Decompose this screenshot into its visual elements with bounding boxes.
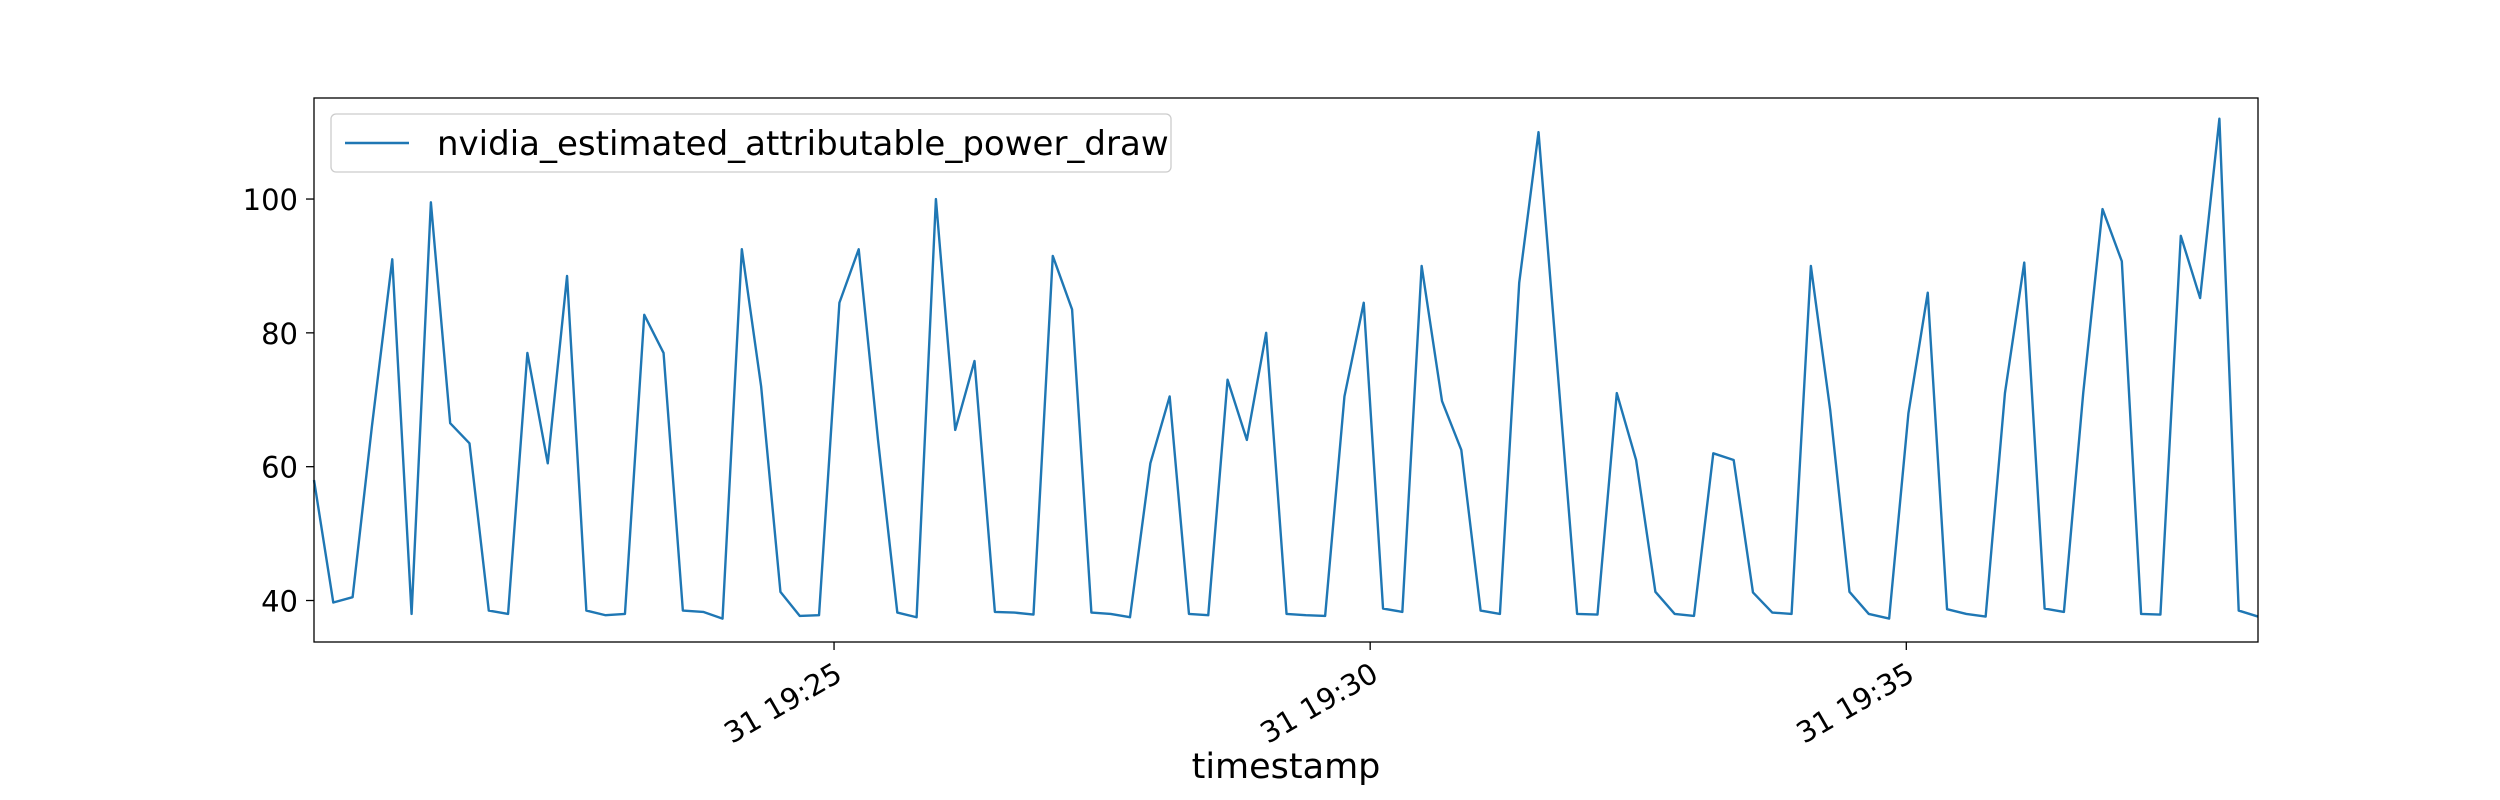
y-tick-label: 100 [243,183,298,217]
data-line [312,117,2259,620]
y-tick-label: 40 [261,585,298,619]
legend-label: nvidia_estimated_attributable_power_draw [437,124,1169,164]
x-tick-label: 31 19:35 [1790,656,1919,750]
x-axis-label: timestamp [1192,747,1381,787]
legend-box [330,113,1172,173]
axes-frame [313,97,2259,643]
y-tick-label: 80 [261,317,298,351]
x-tick-label: 31 19:30 [1254,656,1383,750]
x-tick-label: 31 19:25 [718,656,847,750]
y-tick-label: 60 [261,451,298,485]
